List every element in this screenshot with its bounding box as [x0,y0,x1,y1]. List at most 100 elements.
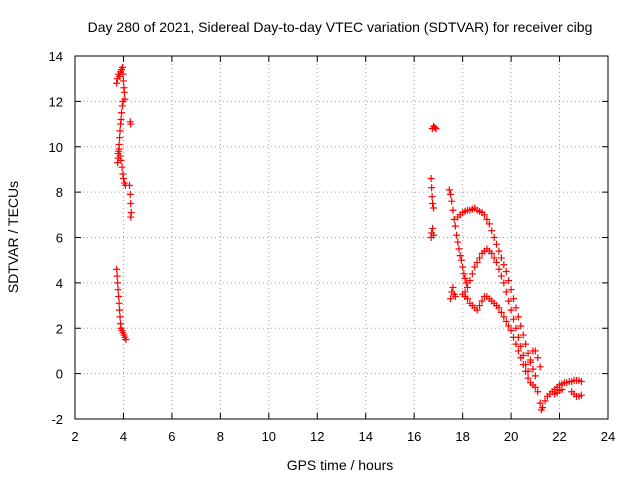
data-point [448,197,456,205]
data-point [536,399,544,407]
data-point [493,258,501,266]
data-point [431,123,439,131]
data-point [514,347,522,355]
data-point [428,193,436,201]
data-point [450,215,458,223]
x-tick-labels: 2 4 6 8 10 12 14 16 18 20 22 24 [71,429,615,444]
data-point [485,220,493,228]
y-tick-label: -2 [51,412,63,427]
data-point [473,306,481,314]
data-point [512,324,520,332]
y-tick-label: 14 [49,49,63,64]
data-point [507,327,515,335]
x-tick-label: 18 [455,429,469,444]
x-tick-label: 4 [120,429,127,444]
data-point [488,249,496,257]
data-point [505,277,513,285]
x-tick-label: 2 [71,429,78,444]
data-point [119,175,127,183]
data-points [113,63,585,414]
data-point [517,322,525,330]
data-point [456,252,464,260]
ticks [74,55,609,420]
y-tick-label: 10 [49,140,63,155]
data-point [497,308,505,316]
data-point [490,254,498,262]
data-point [445,186,453,194]
y-tick-label: 2 [56,321,63,336]
data-point [463,295,471,303]
data-point [512,304,520,312]
y-axis-label: SDTVAR / TECUs [5,181,21,293]
data-point [502,317,510,325]
data-point [534,354,542,362]
data-point [115,299,123,307]
data-point [432,125,440,133]
y-tick-label: 8 [56,185,63,200]
data-point [117,120,125,128]
data-point [577,378,585,386]
data-point [114,286,122,294]
data-point [119,77,127,85]
data-point [449,283,457,291]
data-point [500,313,508,321]
data-point [116,152,124,160]
data-point [447,295,455,303]
data-point [519,331,527,339]
plot-frame [74,55,609,420]
data-point [495,265,503,273]
data-point [505,297,513,305]
x-tick-label: 24 [601,429,615,444]
data-point [126,181,134,189]
data-point [519,361,527,369]
data-point [517,342,525,350]
data-point [531,347,539,355]
data-point [483,215,491,223]
data-point [430,231,438,239]
data-point [113,265,121,273]
data-point [118,109,126,117]
data-point [119,70,127,78]
data-point [529,365,537,373]
data-point [558,386,566,394]
data-point [534,388,542,396]
data-point [524,374,532,382]
data-point [116,306,124,314]
y-tick-label: 12 [49,94,63,109]
data-point [466,277,474,285]
data-point [453,231,461,239]
x-tick-label: 16 [407,429,421,444]
x-tick-label: 12 [310,429,324,444]
data-point [115,145,123,153]
data-point [507,306,515,314]
data-point [502,288,510,296]
series-late-lower [459,290,585,414]
data-point [495,304,503,312]
data-point [524,349,532,357]
series-late-upper [427,122,539,380]
y-tick-label: 6 [56,231,63,246]
data-point [451,222,459,230]
data-point [115,292,123,300]
data-point [118,63,126,71]
data-point [505,322,513,330]
data-point [478,297,486,305]
series-early-low [113,265,130,344]
data-point [120,88,128,96]
data-point [502,268,510,276]
x-tick-label: 22 [552,429,566,444]
data-point [427,175,435,183]
series-early-high [113,63,135,221]
data-point [461,274,469,282]
data-point [497,272,505,280]
data-point [522,367,530,375]
data-point [119,97,127,105]
data-point [471,263,479,271]
y-tick-label: 4 [56,276,63,291]
data-point [118,163,126,171]
data-point [476,302,484,310]
data-point [541,397,549,405]
data-point [454,238,462,246]
data-point [429,224,437,232]
